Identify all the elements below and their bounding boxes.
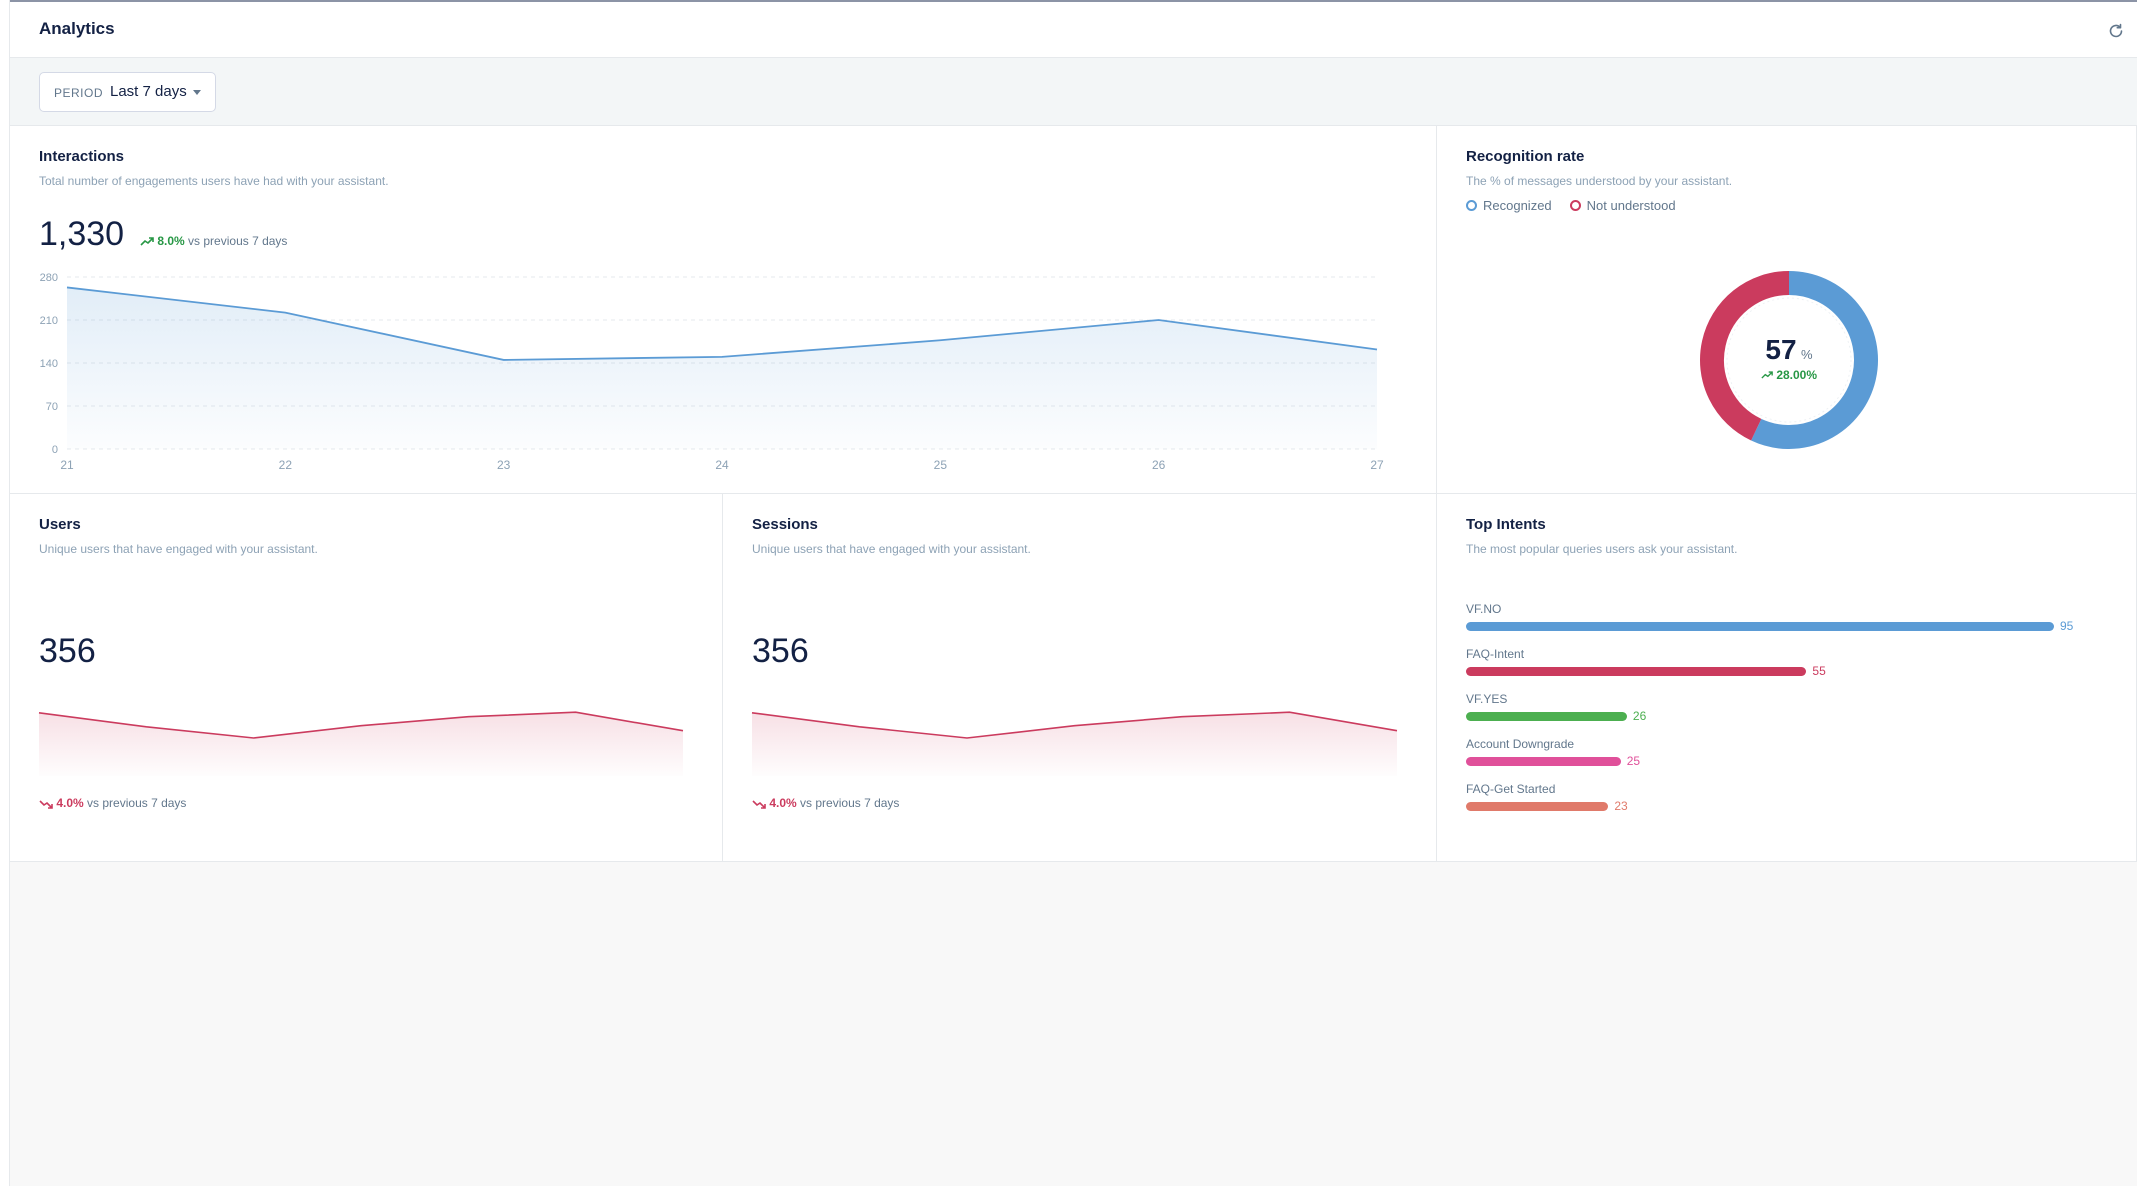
intent-item: FAQ-Intent 55 [1466,647,1826,678]
users-title: Users [39,516,81,533]
intent-item: Account Downgrade 25 [1466,737,1640,768]
top-intents-description: The most popular queries users ask your … [1466,542,1738,556]
interactions-trend-value: 8.0% [157,234,185,248]
x-tick-label: 24 [715,458,729,472]
recognition-description: The % of messages understood by your ass… [1466,174,1733,188]
interactions-line [66,286,1378,361]
recognition-delta-value: 28.00% [1776,368,1818,382]
legend-ring-icon [1466,200,1477,211]
users-card: Users Unique users that have engaged wit… [10,494,723,862]
trend-down-icon [752,800,766,809]
interactions-title: Interactions [39,148,125,165]
y-tick-label: 0 [52,444,58,456]
intent-item: VF.NO 95 [1466,602,2073,633]
donut-inner-ring [1726,297,1852,423]
caret-down-icon [193,90,201,95]
period-label: PERIOD [54,86,104,100]
legend-label: Not understood [1586,198,1676,213]
intent-bar [1466,801,1609,811]
left-rail [0,0,10,1186]
interactions-card: Interactions Total number of engagements… [10,126,1437,494]
sessions-card: Sessions Unique users that have engaged … [723,494,1437,862]
users-total: 356 [39,632,96,670]
donut-slice-recognized [1751,271,1878,449]
users-description: Unique users that have engaged with your… [39,542,318,556]
recognition-card: Recognition rate The % of messages under… [1437,126,2137,494]
trend-down-icon [39,800,53,809]
period-value: Last 7 days [110,83,187,100]
sessions-description: Unique users that have engaged with your… [752,542,1031,556]
trend-up-icon [140,237,154,246]
intent-bar [1466,666,1807,676]
y-tick-label: 140 [40,358,58,370]
refresh-icon[interactable] [2107,22,2125,40]
y-tick-label: 70 [46,401,58,413]
sparkline-line [751,711,1398,739]
sessions-trend-suffix: vs previous 7 days [800,796,900,810]
users-sparkline [38,711,684,776]
legend-ring-icon [1569,200,1581,211]
users-trend: 4.0% vs previous 7 days [39,796,186,810]
intent-count: 26 [1632,709,1647,723]
intent-label: Account Downgrade [1466,737,1575,751]
recognition-unit: % [1801,347,1813,362]
intent-label: FAQ-Intent [1466,647,1525,661]
intent-count: 55 [1812,664,1826,678]
x-tick-label: 21 [60,458,74,472]
intent-item: VF.YES 26 [1466,692,1646,723]
intent-bar [1466,711,1627,721]
sessions-title: Sessions [752,516,818,533]
intent-bar [1466,621,2054,631]
page-header: Analytics [10,2,2137,58]
top-intents-card: Top Intents The most popular queries use… [1437,494,2137,862]
x-tick-label: 25 [934,458,948,472]
sessions-trend-value: 4.0% [769,796,797,810]
y-tick-label: 210 [40,315,58,327]
filter-bar: PERIOD Last 7 days [10,58,2137,126]
interactions-total: 1,330 [39,215,125,253]
top-border [0,0,2137,2]
intent-label: VF.NO [1466,602,1502,616]
interactions-trend: 8.0% vs previous 7 days [140,234,287,248]
interactions-area [67,287,1377,449]
page-title: Analytics [39,19,115,38]
legend-item-not-understood: Not understood [1569,198,1676,213]
recognition-value: 57 [1765,334,1797,365]
sparkline-area [39,712,683,776]
intent-label: VF.YES [1466,692,1508,706]
recognition-legend: Recognized Not understood [1466,198,1676,213]
recognition-title: Recognition rate [1466,148,1585,165]
x-tick-label: 26 [1152,458,1166,472]
x-tick-label: 27 [1370,458,1384,472]
interactions-description: Total number of engagements users have h… [39,174,389,188]
users-trend-suffix: vs previous 7 days [87,796,187,810]
interactions-trend-suffix: vs previous 7 days [188,234,288,248]
sparkline-area [752,712,1397,776]
sessions-sparkline [751,711,1398,776]
sessions-total: 356 [752,632,809,670]
top-intents-title: Top Intents [1466,516,1546,533]
sparkline-line [38,711,684,739]
legend-item-recognized: Recognized [1466,198,1552,213]
intent-item: FAQ-Get Started 23 [1466,782,1628,813]
legend-label: Recognized [1483,198,1552,213]
intent-count: 25 [1626,754,1641,768]
x-tick-label: 23 [497,458,511,472]
interactions-chart: 0 70 140 210 280 21 22 23 24 25 26 27 [40,272,1384,472]
trend-up-icon [1761,371,1773,379]
intent-label: FAQ-Get Started [1466,782,1556,796]
donut-slice-not-understood [1700,271,1790,441]
users-trend-value: 4.0% [56,796,84,810]
donut-center: 57 % 28.00% [1739,334,1839,382]
recognition-donut [1700,271,1878,449]
x-tick-label: 22 [279,458,293,472]
intent-count: 23 [1614,799,1628,813]
intent-bar [1466,756,1621,766]
period-select[interactable]: PERIOD Last 7 days [39,72,216,112]
intent-count: 95 [2060,619,2074,633]
recognition-delta: 28.00% [1739,368,1839,382]
sessions-trend: 4.0% vs previous 7 days [752,796,899,810]
y-tick-label: 280 [40,272,58,284]
